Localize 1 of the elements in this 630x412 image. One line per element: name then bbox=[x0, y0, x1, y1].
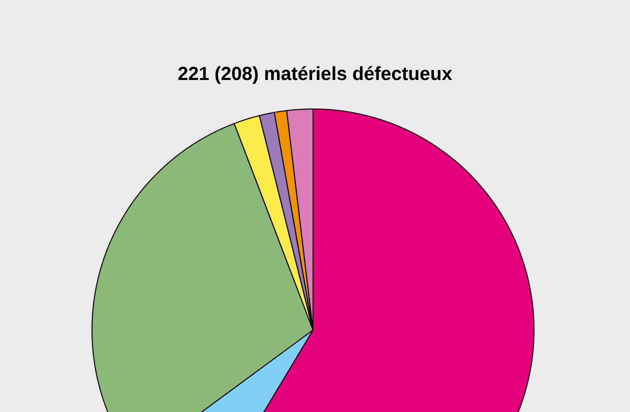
chart-title: 221 (208) matériels défectueux bbox=[178, 66, 452, 84]
